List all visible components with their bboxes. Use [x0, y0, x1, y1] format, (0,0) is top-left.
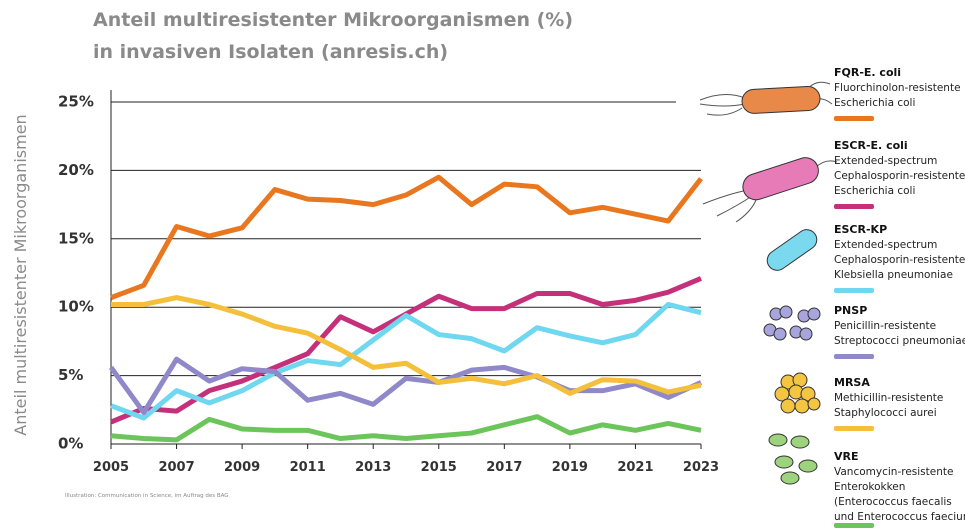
series-line [111, 177, 701, 297]
legend-description: Methicillin-resistente [834, 392, 943, 404]
legend-name: PNSP [834, 304, 867, 317]
chart-title: Anteil multiresistenter Mikroorganismen … [93, 9, 573, 31]
legend-description: (Enterococcus faecalis [834, 496, 952, 508]
legend-description: und Enterococcus faecium) [834, 511, 965, 523]
credit: Illustration: Communication in Science, … [65, 493, 229, 499]
legend-description: Vancomycin-resistente [834, 466, 953, 478]
y-tick-label: 0% [58, 435, 83, 453]
x-tick-label: 2011 [290, 460, 326, 475]
x-tick-label: 2013 [355, 460, 391, 475]
x-tick-label: 2009 [224, 460, 260, 475]
legend-name: ESCR-E. coli [834, 139, 908, 152]
legend-description: Extended-spectrum [834, 155, 937, 167]
y-tick-label: 15% [58, 229, 94, 247]
chart-subtitle: in invasiven Isolaten (anresis.ch) [93, 41, 448, 63]
legend-description: Streptococci pneumoniae [834, 335, 965, 347]
series-line [111, 359, 701, 412]
legend-description: Extended-spectrum [834, 239, 937, 251]
x-tick-label: 2007 [158, 460, 194, 475]
y-tick-label: 25% [58, 93, 94, 111]
legend-swatch [834, 523, 874, 528]
legend-name: VRE [834, 450, 859, 463]
series-line [111, 417, 701, 440]
legend-description: Escherichia coli [834, 185, 915, 197]
legend-name: MRSA [834, 376, 870, 389]
y-tick-label: 5% [58, 366, 83, 384]
legend-description: Escherichia coli [834, 97, 915, 109]
legend-swatch [834, 116, 874, 121]
legend-swatch [834, 288, 874, 293]
legend-description: Enterokokken [834, 481, 905, 493]
x-tick-label: 2019 [552, 460, 588, 475]
y-tick-label: 10% [58, 298, 94, 316]
legend-description: Klebsiella pneumoniae [834, 269, 953, 281]
x-tick-label: 2023 [683, 460, 719, 475]
legend-description: Fluorchinolon-resistente [834, 82, 961, 94]
x-tick-label: 2005 [93, 460, 129, 475]
y-axis-label: Anteil multiresistenter Mikroorganismen [11, 114, 30, 435]
legend-description: Penicillin-resistente [834, 320, 936, 332]
legend-name: ESCR-KP [834, 223, 887, 236]
x-tick-label: 2015 [421, 460, 457, 475]
illustrations [700, 82, 837, 484]
legend-description: Staphylococci aurei [834, 407, 937, 419]
chart: Anteil multiresistenter Mikroorganismen … [0, 0, 965, 528]
x-tick-label: 2021 [617, 460, 653, 475]
legend-swatch [834, 426, 874, 431]
legend-description: Cephalosporin-resistente [834, 254, 965, 266]
y-tick-label: 20% [58, 161, 94, 179]
legend-description: Cephalosporin-resistente [834, 170, 965, 182]
legend-swatch [834, 354, 874, 359]
legend-swatch [834, 204, 874, 209]
x-tick-label: 2017 [486, 460, 522, 475]
legend-name: FQR-E. coli [834, 66, 901, 79]
